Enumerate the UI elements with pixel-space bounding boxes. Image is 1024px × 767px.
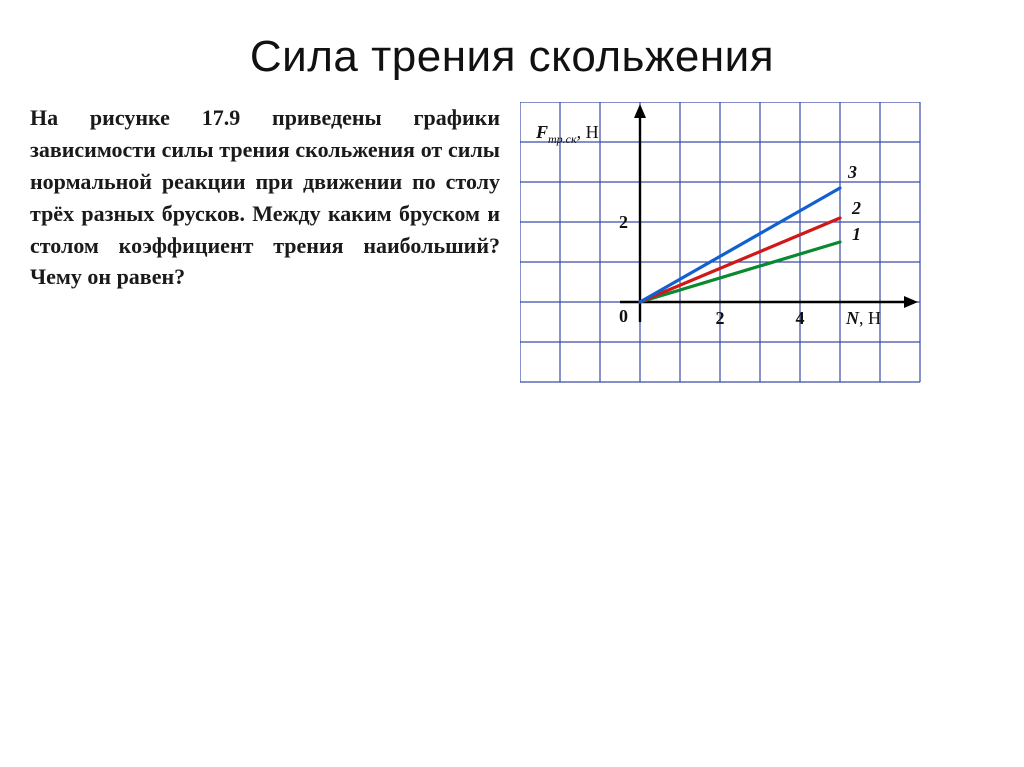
friction-chart: 1232420Fтр.ск, НN, Н xyxy=(520,102,940,402)
page-title: Сила трения скольжения xyxy=(0,0,1024,82)
y-tick-label: 2 xyxy=(619,212,628,232)
chart-area: 1232420Fтр.ск, НN, Н xyxy=(510,102,994,402)
x-tick-label: 4 xyxy=(796,308,805,328)
x-axis-label: N, Н xyxy=(845,308,881,328)
series-label: 1 xyxy=(852,224,861,244)
problem-text: На рисунке 17.9 приведены графики зависи… xyxy=(30,102,510,402)
x-tick-label: 2 xyxy=(716,308,725,328)
series-label: 3 xyxy=(847,162,857,182)
series-label: 2 xyxy=(851,198,861,218)
content-row: На рисунке 17.9 приведены графики зависи… xyxy=(0,102,1024,402)
origin-label: 0 xyxy=(619,306,628,326)
